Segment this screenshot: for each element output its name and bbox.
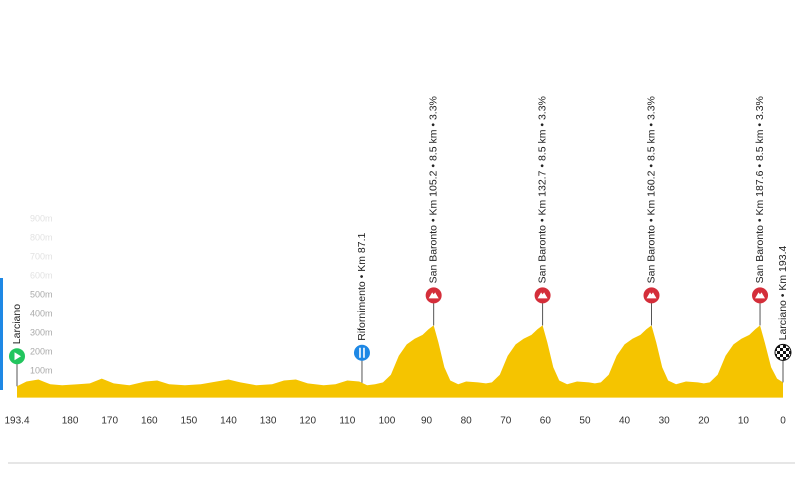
finish-icon — [774, 343, 792, 361]
climb-glyph — [755, 292, 766, 299]
x-tick-label: 110 — [339, 416, 355, 427]
annotation: Larciano — [9, 304, 25, 387]
annotation-label: San Baronto • Km 105.2 • 8.5 km • 3.3% — [427, 96, 439, 283]
annotation-label: Larciano — [11, 304, 23, 344]
x-tick-label: 70 — [500, 416, 512, 427]
x-tick-label: 50 — [579, 416, 591, 427]
y-tick-label: 100m — [30, 365, 53, 375]
feed-icon — [353, 344, 370, 361]
x-tick-label: 30 — [659, 416, 671, 427]
annotation-label: Rifornimento • Km 87.1 — [356, 232, 368, 340]
annotation: San Baronto • Km 132.7 • 8.5 km • 3.3% — [534, 96, 551, 326]
x-tick-label: 20 — [698, 416, 710, 427]
annotation-label: San Baronto • Km 187.6 • 8.5 km • 3.3% — [754, 96, 766, 283]
x-tick-label: 100 — [379, 416, 396, 427]
climb-glyph — [646, 292, 657, 299]
annotation: Larciano • Km 193.4 — [774, 246, 792, 383]
y-tick-label: 400m — [30, 308, 53, 318]
climb-glyph — [537, 292, 548, 299]
x-tick-label: 140 — [220, 416, 237, 427]
x-tick-label: 10 — [738, 416, 750, 427]
y-tick-label: 700m — [30, 251, 53, 261]
x-tick-label: 60 — [540, 416, 552, 427]
x-tick-label: 90 — [421, 416, 433, 427]
start-glyph — [14, 352, 21, 361]
y-tick-label: 800m — [30, 232, 53, 242]
y-tick-label: 900m — [30, 213, 53, 223]
annotation-label: San Baronto • Km 160.2 • 8.5 km • 3.3% — [645, 96, 657, 283]
feed-glyph — [359, 347, 365, 358]
annotation: San Baronto • Km 105.2 • 8.5 km • 3.3% — [425, 96, 442, 326]
x-tick-label: 160 — [141, 416, 158, 427]
x-tick-label: 80 — [461, 416, 473, 427]
y-tick-label: 600m — [30, 270, 53, 280]
x-tick-label: 120 — [299, 416, 316, 427]
y-tick-label: 200m — [30, 346, 53, 356]
annotation: San Baronto • Km 187.6 • 8.5 km • 3.3% — [752, 96, 769, 326]
annotation: Rifornimento • Km 87.1 — [353, 232, 370, 383]
x-tick-label: 170 — [101, 416, 118, 427]
x-tick-label: 193.4 — [4, 416, 29, 427]
x-tick-label: 150 — [181, 416, 198, 427]
annotation: San Baronto • Km 160.2 • 8.5 km • 3.3% — [643, 96, 660, 326]
elevation-area — [17, 325, 783, 398]
side-marker — [0, 278, 3, 390]
x-tick-label: 0 — [780, 416, 786, 427]
x-tick-label: 130 — [260, 416, 277, 427]
annotation-label: San Baronto • Km 132.7 • 8.5 km • 3.3% — [536, 96, 548, 283]
x-tick-label: 180 — [62, 416, 79, 427]
x-tick-label: 40 — [619, 416, 631, 427]
annotation-label: Larciano • Km 193.4 — [777, 246, 789, 341]
climb-glyph — [428, 292, 439, 299]
y-tick-label: 300m — [30, 327, 53, 337]
y-tick-label: 500m — [30, 289, 53, 299]
